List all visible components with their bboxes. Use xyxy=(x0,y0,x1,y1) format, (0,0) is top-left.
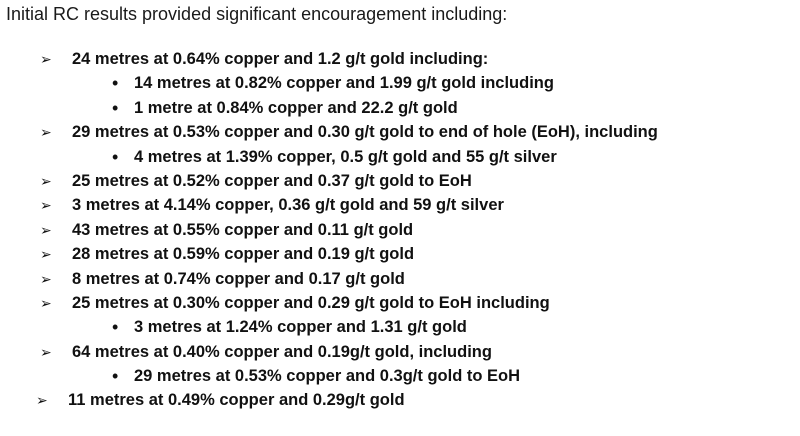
result-item: ➢ 3 metres at 4.14% copper, 0.36 g/t gol… xyxy=(0,193,800,217)
result-item: ➢ 25 metres at 0.30% copper and 0.29 g/t… xyxy=(0,291,800,315)
arrow-bullet-icon: ➢ xyxy=(40,343,52,360)
result-text: 8 metres at 0.74% copper and 0.17 g/t go… xyxy=(72,269,405,288)
result-text: 3 metres at 4.14% copper, 0.36 g/t gold … xyxy=(72,196,504,215)
dot-bullet-icon: • xyxy=(112,73,119,94)
sub-result-text: 4 metres at 1.39% copper, 0.5 g/t gold a… xyxy=(134,147,557,166)
sub-result-item: • 14 metres at 0.82% copper and 1.99 g/t… xyxy=(0,71,800,95)
result-item: ➢ 28 metres at 0.59% copper and 0.19 g/t… xyxy=(0,242,800,266)
arrow-bullet-icon: ➢ xyxy=(40,172,52,189)
arrow-bullet-icon: ➢ xyxy=(36,392,48,409)
result-item: ➢ 24 metres at 0.64% copper and 1.2 g/t … xyxy=(0,47,800,71)
sub-result-text: 14 metres at 0.82% copper and 1.99 g/t g… xyxy=(134,74,554,93)
result-text: 25 metres at 0.52% copper and 0.37 g/t g… xyxy=(72,171,472,190)
sub-result-text: 3 metres at 1.24% copper and 1.31 g/t go… xyxy=(134,318,467,337)
arrow-bullet-icon: ➢ xyxy=(40,124,52,141)
arrow-bullet-icon: ➢ xyxy=(40,294,52,311)
sub-result-item: • 29 metres at 0.53% copper and 0.3g/t g… xyxy=(0,364,800,388)
sub-result-item: • 3 metres at 1.24% copper and 1.31 g/t … xyxy=(0,315,800,339)
arrow-bullet-icon: ➢ xyxy=(40,270,52,287)
sub-result-item: • 4 metres at 1.39% copper, 0.5 g/t gold… xyxy=(0,145,800,169)
result-item: ➢ 64 metres at 0.40% copper and 0.19g/t … xyxy=(0,340,800,364)
arrow-bullet-icon: ➢ xyxy=(40,197,52,214)
result-text: 25 metres at 0.30% copper and 0.29 g/t g… xyxy=(72,293,550,312)
result-text: 29 metres at 0.53% copper and 0.30 g/t g… xyxy=(72,123,658,142)
arrow-bullet-icon: ➢ xyxy=(40,221,52,238)
results-list: ➢ 24 metres at 0.64% copper and 1.2 g/t … xyxy=(0,47,800,413)
dot-bullet-icon: • xyxy=(112,146,119,167)
arrow-bullet-icon: ➢ xyxy=(40,246,52,263)
arrow-bullet-icon: ➢ xyxy=(40,51,52,67)
result-text: 43 metres at 0.55% copper and 0.11 g/t g… xyxy=(72,220,414,239)
dot-bullet-icon: • xyxy=(112,366,119,387)
intro-text: Initial RC results provided significant … xyxy=(6,4,508,24)
result-item: ➢ 25 metres at 0.52% copper and 0.37 g/t… xyxy=(0,169,800,193)
dot-bullet-icon: • xyxy=(112,97,119,118)
result-text: 24 metres at 0.64% copper and 1.2 g/t go… xyxy=(72,50,489,68)
dot-bullet-icon: • xyxy=(112,317,119,338)
result-text: 11 metres at 0.49% copper and 0.29g/t go… xyxy=(68,391,405,410)
result-item: ➢ 8 metres at 0.74% copper and 0.17 g/t … xyxy=(0,267,800,291)
result-text: 28 metres at 0.59% copper and 0.19 g/t g… xyxy=(72,245,415,264)
result-item: ➢ 29 metres at 0.53% copper and 0.30 g/t… xyxy=(0,120,800,144)
result-text: 64 metres at 0.40% copper and 0.19g/t go… xyxy=(72,342,492,361)
sub-result-text: 29 metres at 0.53% copper and 0.3g/t gol… xyxy=(134,367,521,386)
result-item: ➢ 11 metres at 0.49% copper and 0.29g/t … xyxy=(0,388,800,412)
result-item: ➢ 43 metres at 0.55% copper and 0.11 g/t… xyxy=(0,218,800,242)
sub-result-item: • 1 metre at 0.84% copper and 22.2 g/t g… xyxy=(0,96,800,120)
sub-result-text: 1 metre at 0.84% copper and 22.2 g/t gol… xyxy=(134,98,458,117)
